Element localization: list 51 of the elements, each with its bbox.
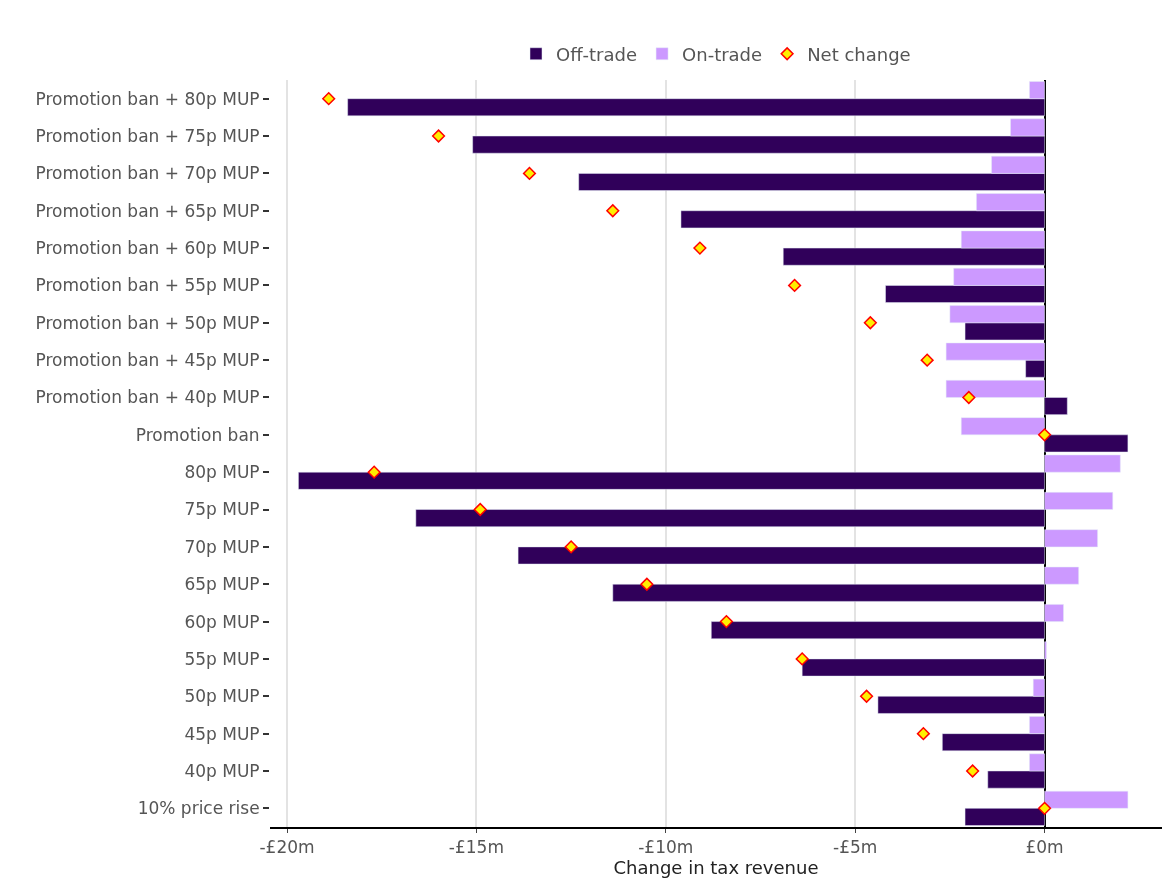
- y-tick-label: 45p MUP: [184, 723, 260, 744]
- y-tick-label: 75p MUP: [184, 499, 260, 520]
- y-tick-label: Promotion ban + 50p MUP: [35, 312, 260, 333]
- point: [473, 502, 487, 517]
- y-tick-label: Promotion ban: [135, 424, 260, 445]
- point: [859, 689, 874, 703]
- point: [564, 540, 578, 554]
- bar: [964, 808, 1045, 826]
- point: [322, 92, 336, 106]
- x-tick-label: -£10m: [638, 837, 694, 858]
- point: [863, 316, 877, 330]
- y-tick-label: 80p MUP: [184, 462, 260, 483]
- point: [1037, 428, 1052, 442]
- point: [367, 465, 381, 479]
- legend-label: On-trade: [682, 43, 763, 65]
- y-tick-label: Promotion ban + 60p MUP: [35, 238, 260, 259]
- y-tick-label: Promotion ban + 45p MUP: [35, 350, 260, 371]
- point: [920, 353, 934, 367]
- x-tick-label: -£20m: [259, 837, 315, 858]
- y-tick-label: 10% price rise: [137, 798, 260, 819]
- legend-label: Off-trade: [556, 43, 638, 65]
- bar: [961, 417, 1045, 436]
- y-tick-label: Promotion ban + 75p MUP: [35, 125, 260, 146]
- point: [719, 614, 734, 629]
- point: [966, 764, 980, 778]
- y-tick-label: 40p MUP: [184, 760, 260, 781]
- point: [606, 204, 620, 218]
- x-axis-title: Change in tax revenue: [613, 857, 819, 879]
- x-tick-label: -£5m: [833, 837, 878, 858]
- y-tick-label: Promotion ban + 65p MUP: [35, 200, 260, 221]
- y-tick-label: 60p MUP: [184, 611, 260, 632]
- legend-label: Net change: [807, 43, 911, 65]
- point: [795, 652, 809, 666]
- y-tick-label: 50p MUP: [184, 686, 260, 707]
- y-tick-label: 65p MUP: [184, 574, 260, 595]
- y-tick-label: Promotion ban + 80p MUP: [35, 88, 260, 109]
- y-tick-label: 70p MUP: [184, 536, 260, 557]
- point: [431, 129, 446, 143]
- x-tick-label: £0m: [1025, 837, 1064, 858]
- point: [916, 727, 930, 741]
- y-tick-label: Promotion ban + 70p MUP: [35, 163, 260, 184]
- point: [693, 241, 707, 255]
- y-tick-label: 55p MUP: [184, 648, 260, 669]
- point: [640, 577, 654, 591]
- y-tick-label: Promotion ban + 40p MUP: [35, 387, 260, 408]
- y-tick-label: Promotion ban + 55p MUP: [35, 275, 260, 296]
- point: [962, 390, 976, 405]
- point: [1037, 801, 1052, 815]
- point: [787, 278, 802, 293]
- point: [522, 166, 537, 180]
- x-tick-label: -£15m: [448, 837, 505, 858]
